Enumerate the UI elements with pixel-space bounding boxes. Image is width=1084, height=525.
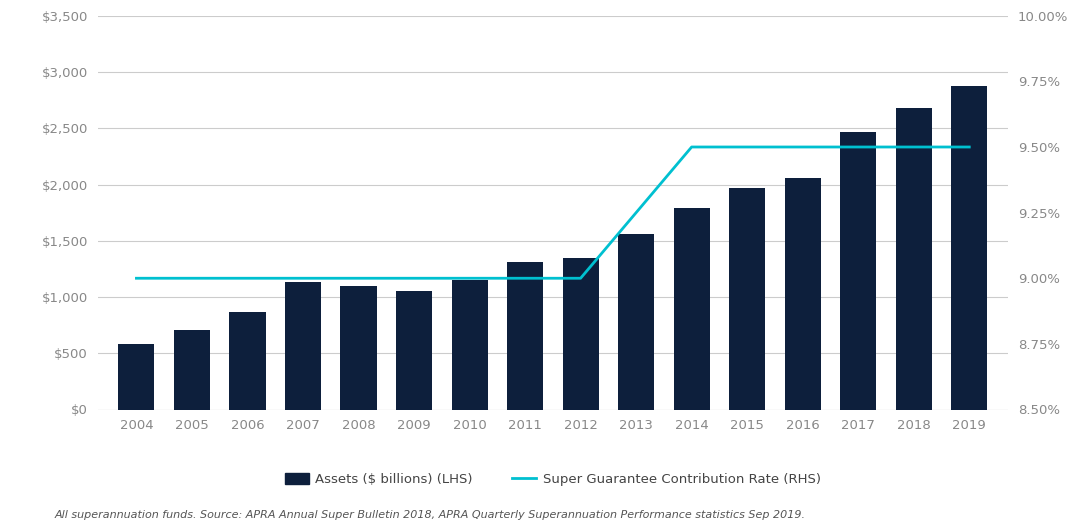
Bar	[618, 234, 654, 410]
Bar	[507, 262, 543, 410]
Bar	[785, 178, 821, 410]
Text: All superannuation funds. Source: APRA Annual Super Bulletin 2018, APRA Quarterl: All superannuation funds. Source: APRA A…	[54, 510, 805, 520]
Bar	[230, 312, 266, 410]
Bar	[895, 108, 932, 410]
Bar	[340, 286, 376, 410]
Bar	[730, 188, 765, 410]
Bar	[173, 330, 210, 410]
Legend: Assets ($ billions) (LHS), Super Guarantee Contribution Rate (RHS): Assets ($ billions) (LHS), Super Guarant…	[280, 467, 826, 491]
Bar	[118, 344, 155, 410]
Bar	[673, 208, 710, 410]
Bar	[952, 86, 988, 410]
Bar	[563, 258, 598, 410]
Bar	[840, 132, 876, 410]
Bar	[285, 282, 321, 410]
Bar	[396, 291, 433, 410]
Bar	[452, 280, 488, 410]
